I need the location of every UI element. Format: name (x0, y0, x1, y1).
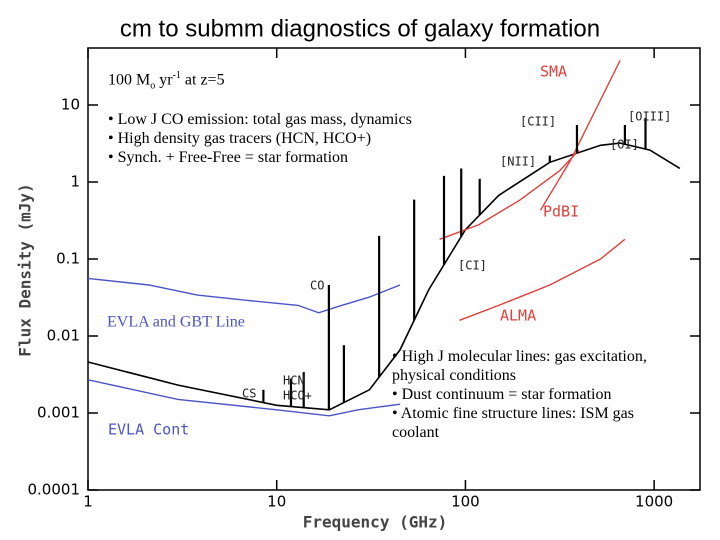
y-tick-label: 0.0001 (28, 481, 81, 499)
y-tick-label: 0.1 (56, 250, 80, 268)
rate-line: 100 Mo yr-1 at z=5 (108, 66, 428, 96)
bullet: • Atomic fine structure lines: ISM gas c… (392, 405, 635, 441)
text: at z=5 (180, 71, 225, 89)
text: yr (155, 71, 173, 89)
annotation: [OIII] (628, 110, 671, 124)
y-axis-label: Flux Density (mJy) (16, 183, 35, 356)
text: -1 (172, 70, 181, 81)
y-tick-label: 1 (70, 173, 80, 191)
series-line (459, 238, 626, 321)
plot-frame (87, 47, 701, 491)
text: 100 M (108, 71, 151, 89)
x-tick-label: 1000 (635, 493, 673, 511)
y-tick-label: 10 (61, 96, 80, 114)
annotation: CS (242, 387, 256, 401)
series-line (87, 277, 401, 314)
x-tick-label: 1 (83, 493, 93, 511)
bullet: • Low J CO emission: total gas mass, dyn… (108, 110, 412, 128)
y-tick-label: 0.001 (37, 404, 80, 422)
text-box: • High J molecular lines: gas excitation… (392, 347, 674, 442)
bullet: • Dust continuum = star formation (392, 386, 612, 403)
series-line (87, 142, 681, 411)
series-line (439, 149, 580, 240)
annotation: HCN (283, 374, 305, 388)
series-label: EVLA Cont (108, 421, 189, 439)
series-label: PdBI (543, 203, 579, 221)
annotation: [CI] (458, 259, 487, 273)
series-line (539, 60, 621, 211)
series-line (87, 379, 401, 417)
annotation: HCO+ (283, 389, 312, 403)
chart-title: cm to submm diagnostics of galaxy format… (120, 15, 600, 42)
annotation: [OI] (610, 138, 639, 152)
bullet: • High J molecular lines: gas excitation… (392, 348, 647, 384)
bullet: • High density gas tracers (HCN, HCO+) (108, 129, 372, 147)
x-tick-label: 10 (267, 493, 286, 511)
series-label: EVLA and GBT Line (107, 314, 245, 331)
annotation: [NII] (500, 155, 536, 169)
series-label: SMA (540, 63, 567, 81)
x-tick-label: 100 (451, 493, 480, 511)
text: o (150, 80, 156, 92)
y-tick-label: 0.01 (47, 327, 80, 345)
bullet: • Synch. + Free-Free = star formation (108, 148, 349, 166)
text-box: 100 Mo yr-1 at z=5 • Low J CO emission: … (108, 66, 428, 167)
annotation: CO (310, 279, 324, 293)
series-label: ALMA (500, 307, 536, 325)
annotation: [CII] (520, 115, 556, 129)
x-axis-label: Frequency (GHz) (303, 513, 448, 532)
